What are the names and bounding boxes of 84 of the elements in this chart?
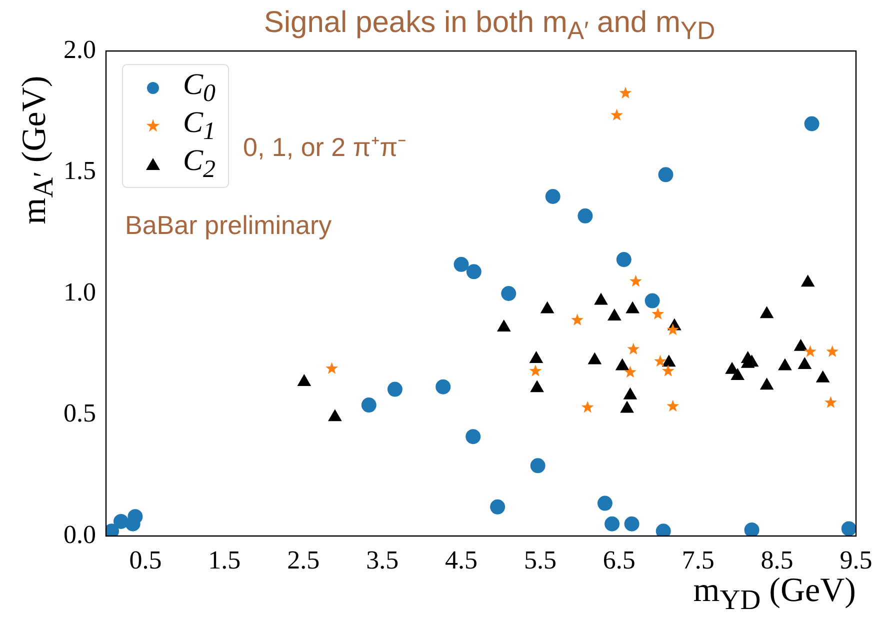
point bbox=[529, 364, 542, 376]
point bbox=[841, 521, 856, 536]
point bbox=[801, 275, 814, 287]
point bbox=[662, 364, 674, 376]
legend-label: C$_{1}$ bbox=[183, 106, 216, 145]
point bbox=[824, 396, 837, 408]
x-tick-label: 1.5 bbox=[208, 545, 241, 574]
point bbox=[744, 522, 760, 536]
point bbox=[497, 320, 510, 332]
x-tick-label: 6.5 bbox=[602, 545, 636, 574]
point bbox=[616, 252, 632, 268]
x-tick-label: 8.5 bbox=[760, 545, 794, 574]
point bbox=[545, 189, 560, 204]
point bbox=[466, 429, 481, 444]
point bbox=[114, 514, 128, 529]
point bbox=[666, 323, 680, 336]
point bbox=[725, 362, 739, 374]
point bbox=[798, 358, 812, 370]
point bbox=[778, 358, 792, 370]
legend-label: C$_{2}$ bbox=[183, 144, 216, 184]
point bbox=[624, 516, 640, 532]
point bbox=[594, 293, 608, 305]
point bbox=[387, 382, 402, 397]
point bbox=[620, 401, 634, 413]
point bbox=[804, 345, 816, 357]
point bbox=[627, 342, 640, 355]
point bbox=[658, 167, 674, 182]
point bbox=[616, 358, 629, 370]
point bbox=[794, 339, 808, 351]
point bbox=[624, 388, 637, 400]
point bbox=[501, 286, 516, 301]
point bbox=[610, 108, 623, 121]
x-tick-label: 0.5 bbox=[129, 545, 162, 574]
point bbox=[578, 208, 593, 224]
x-tick-label: 4.5 bbox=[445, 545, 478, 574]
legend-label: C$_{0}$ bbox=[183, 68, 216, 107]
annotation: 0, 1, or 2 π⁺π⁻ bbox=[243, 131, 407, 164]
point bbox=[608, 309, 621, 321]
y-tick-label: 0.0 bbox=[64, 520, 96, 549]
point bbox=[652, 308, 664, 320]
point bbox=[530, 351, 543, 363]
x-tick-label: 7.5 bbox=[682, 545, 714, 574]
point bbox=[662, 355, 676, 367]
point bbox=[571, 314, 584, 326]
point bbox=[454, 256, 469, 272]
y-tick-label: 0.5 bbox=[64, 398, 96, 428]
annotation: BaBar preliminary bbox=[125, 210, 332, 241]
point bbox=[588, 352, 602, 364]
y-tick-label: 1.5 bbox=[64, 156, 96, 186]
point bbox=[624, 366, 636, 378]
x-tick-label: 2.5 bbox=[287, 545, 320, 574]
x-tick-label: 5.5 bbox=[524, 545, 556, 574]
x-tick-label: 9.5 bbox=[840, 545, 872, 574]
point bbox=[666, 400, 680, 412]
point bbox=[328, 410, 342, 422]
point bbox=[530, 380, 544, 392]
point bbox=[490, 499, 506, 514]
y-tick-label: 1.0 bbox=[64, 277, 96, 306]
point bbox=[804, 116, 820, 132]
point bbox=[630, 274, 642, 287]
point bbox=[760, 306, 774, 318]
point bbox=[128, 509, 143, 524]
point bbox=[540, 302, 554, 314]
chart-title: Signal peaks in both m$_{A′}$ and m$_{YD}$ bbox=[262, 6, 716, 46]
point bbox=[326, 362, 338, 374]
point bbox=[619, 86, 632, 98]
point bbox=[597, 496, 612, 511]
x-tick-label: 3.5 bbox=[366, 545, 399, 574]
point bbox=[530, 458, 546, 474]
point bbox=[760, 378, 774, 390]
point bbox=[654, 354, 666, 367]
point bbox=[361, 398, 376, 413]
point bbox=[604, 516, 620, 532]
point bbox=[731, 368, 744, 380]
point bbox=[626, 302, 640, 314]
point bbox=[826, 345, 838, 357]
point bbox=[298, 374, 311, 386]
point bbox=[644, 293, 660, 308]
point bbox=[581, 400, 594, 413]
point bbox=[816, 370, 830, 382]
y-tick-label: 2.0 bbox=[64, 34, 96, 64]
point bbox=[436, 379, 451, 394]
point bbox=[466, 264, 482, 280]
x-axis-title: m$_{ΥD}$ (GeV) bbox=[693, 572, 856, 616]
